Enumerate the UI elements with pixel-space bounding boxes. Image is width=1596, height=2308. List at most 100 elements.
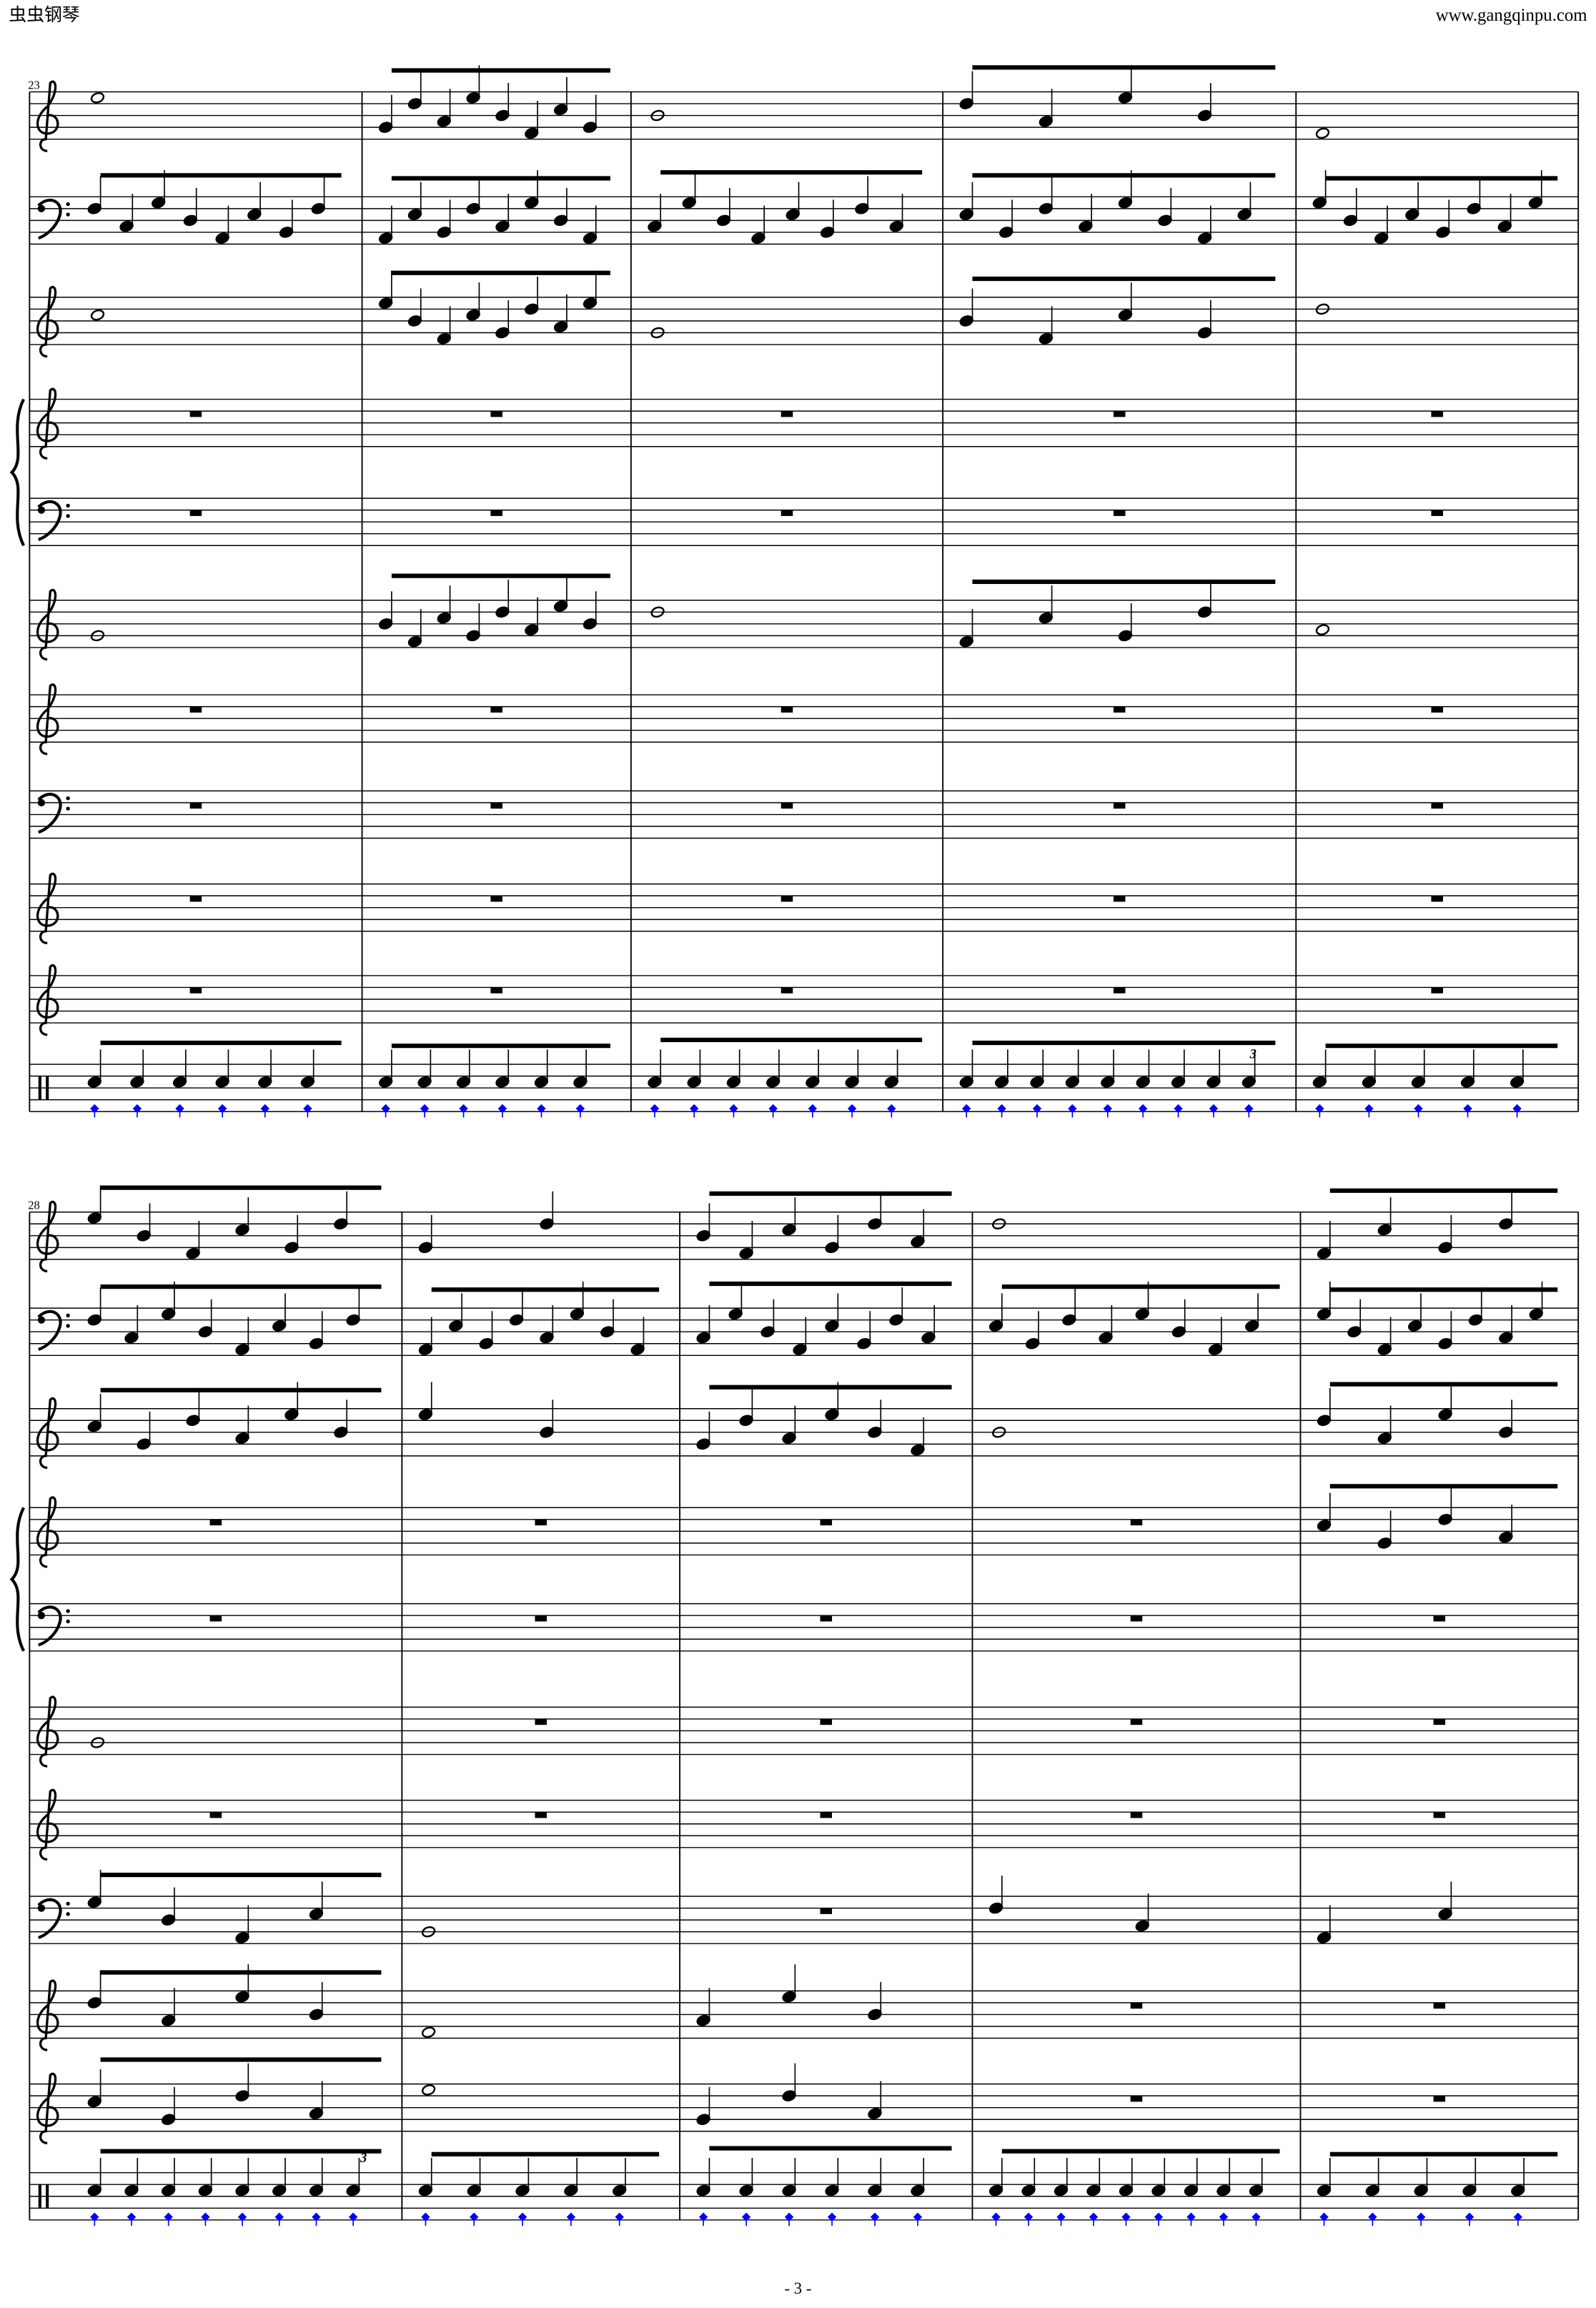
beam (972, 579, 1276, 585)
notehead (1135, 1920, 1149, 1932)
treble-clef (36, 683, 59, 756)
notehead (407, 98, 422, 109)
whole-rest (780, 706, 793, 713)
clef-dot (66, 1901, 70, 1906)
notehead (782, 1991, 796, 2003)
whole-rest (820, 1908, 833, 1914)
notehead (87, 1896, 101, 1908)
whole-rest (1431, 803, 1444, 809)
notehead (137, 1230, 151, 1242)
notehead (495, 220, 510, 232)
notehead (959, 98, 973, 109)
notehead (479, 1337, 493, 1349)
whole-rest (780, 896, 793, 902)
whole-rest (1113, 510, 1126, 516)
notehead (437, 333, 451, 345)
clef-dot (37, 1612, 46, 1620)
notehead (346, 2184, 360, 2196)
treble-clef (36, 1397, 59, 1470)
notehead (1529, 1308, 1543, 1320)
notehead (1510, 1076, 1525, 1088)
notehead (648, 220, 662, 232)
notehead (600, 1326, 615, 1337)
notehead (418, 2184, 433, 2196)
notehead (728, 1308, 743, 1320)
notehead (215, 232, 229, 244)
notehead (466, 630, 480, 642)
clef-dot (37, 798, 46, 807)
notehead (87, 1997, 101, 2009)
piano-brace (9, 1507, 25, 1652)
clef-dot (66, 1324, 70, 1328)
clef-dot (66, 212, 70, 217)
notehead (1079, 220, 1093, 232)
notehead (583, 122, 598, 133)
notehead (1317, 1520, 1332, 1531)
notehead (1216, 2184, 1231, 2196)
notehead (921, 1332, 936, 1344)
notehead (650, 109, 665, 122)
notehead (1021, 2184, 1036, 2196)
notehead (309, 1337, 324, 1349)
notehead (1467, 203, 1481, 214)
notehead (739, 1247, 753, 1259)
notehead (1377, 1344, 1392, 1355)
treble-clef (36, 1788, 59, 1861)
whole-rest (189, 706, 202, 713)
whole-rest (1433, 1718, 1446, 1725)
whole-rest (1113, 706, 1126, 713)
notehead (1317, 1932, 1332, 1943)
treble-clef (36, 80, 59, 152)
notehead (1197, 606, 1212, 618)
beam (100, 2057, 382, 2062)
clef-dot (66, 202, 70, 207)
whole-rest (535, 1519, 547, 1526)
notehead (868, 2108, 882, 2119)
notehead (1030, 1076, 1044, 1088)
notehead (495, 606, 510, 618)
notehead (272, 1320, 287, 1332)
notehead (1065, 1076, 1080, 1088)
notehead (1499, 1531, 1513, 1543)
whole-rest (1130, 1718, 1143, 1725)
clef-dot (66, 1609, 70, 1613)
whole-rest (1433, 1812, 1446, 1818)
notehead (911, 2184, 925, 2196)
page-number: - 3 - (785, 2279, 812, 2297)
beam (100, 173, 342, 178)
notehead (1315, 303, 1330, 315)
beam (1325, 176, 1558, 181)
beam (391, 176, 610, 181)
notehead (421, 1926, 436, 1938)
notehead (1362, 1076, 1377, 1088)
whole-rest (1431, 706, 1444, 713)
beam (100, 1970, 382, 1975)
notehead (911, 1236, 925, 1247)
notehead (421, 2084, 436, 2096)
notehead (87, 1076, 101, 1088)
beam (972, 1040, 1276, 1046)
notehead (235, 1932, 249, 1943)
notehead (959, 1076, 973, 1088)
beam (709, 1385, 952, 1390)
notehead (868, 2184, 882, 2196)
whole-rest (189, 510, 202, 516)
notehead (682, 197, 696, 209)
beam (100, 1387, 382, 1392)
tuplet-number: 3 (360, 2151, 367, 2166)
notehead (1237, 209, 1251, 220)
notehead (235, 1991, 249, 2003)
notehead (1158, 214, 1172, 227)
bass-clef (37, 1605, 62, 1647)
notehead (1086, 2184, 1101, 2196)
treble-clef (36, 1695, 59, 1768)
notehead (650, 606, 665, 618)
notehead (258, 1076, 272, 1088)
notehead (1438, 1242, 1452, 1254)
notehead (1347, 1326, 1362, 1337)
notehead (573, 1076, 588, 1088)
percussion-clef (46, 2184, 49, 2209)
whole-rest (1433, 2002, 1446, 2009)
notehead (1118, 309, 1133, 321)
